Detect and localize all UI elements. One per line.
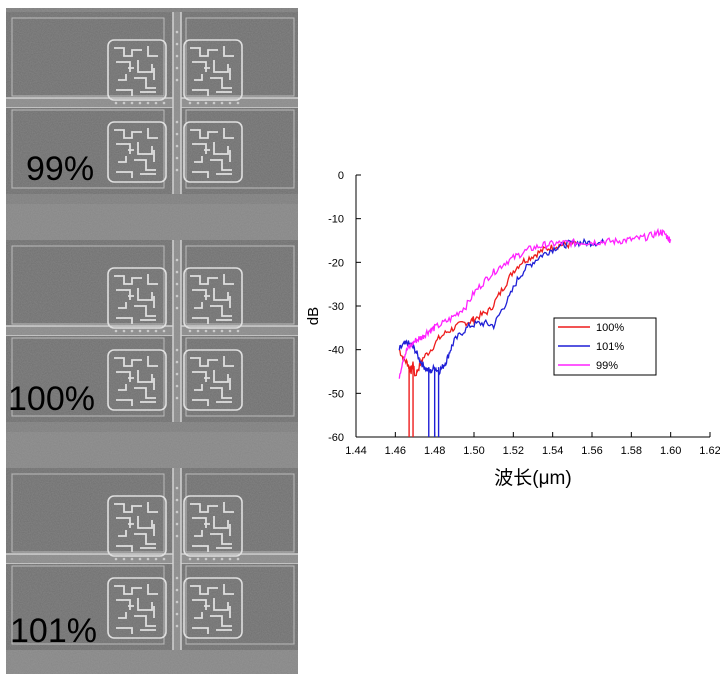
y-tick-group: 0 -10 -20 -30 -40 -50 -60 (328, 170, 361, 444)
x-tick-label: 1.48 (424, 445, 445, 457)
x-tick-group: 1.44 1.46 1.48 1.50 1.52 1.54 1.56 1.58 1.60 1.62 (345, 432, 720, 457)
x-tick-label: 1.44 (345, 445, 366, 457)
y-tick-label: -30 (328, 301, 344, 313)
series-line-99% (398, 227, 672, 379)
x-tick-label: 1.60 (660, 445, 681, 457)
section-label-100: 100% (8, 380, 95, 418)
x-axis-label: 波长(μm) (494, 467, 571, 489)
transmission-chart: 1.44 1.46 1.48 1.50 1.52 1.54 1.56 1.58 1.60 1.62… (305, 170, 720, 489)
x-tick-label: 1.56 (581, 445, 602, 457)
legend-label-100: 100% (596, 322, 624, 334)
x-tick-label: 1.54 (542, 445, 563, 457)
plot-axes: 1.44 1.46 1.48 1.50 1.52 1.54 1.56 1.58 1.60 1.62… (328, 170, 720, 457)
series-line-101% (398, 237, 605, 376)
x-tick-label: 1.62 (699, 445, 720, 457)
section-label-101: 101% (10, 612, 97, 650)
section-label-99: 99% (26, 150, 94, 188)
y-axis-label: dB (305, 307, 322, 325)
x-tick-label: 1.46 (385, 445, 406, 457)
x-tick-label: 1.58 (621, 445, 642, 457)
y-tick-label: -20 (328, 257, 344, 269)
y-tick-label: -50 (328, 388, 344, 400)
y-tick-label: -60 (328, 432, 344, 444)
series-group (398, 227, 672, 437)
sem-micrograph: 99% 100% 101% (6, 8, 298, 674)
y-tick-label: -10 (328, 214, 344, 226)
y-tick-label: 0 (338, 170, 344, 182)
y-tick-label: -40 (328, 345, 344, 357)
legend-label-99: 99% (596, 360, 618, 372)
series-line-100% (398, 239, 577, 377)
legend-label-101: 101% (596, 341, 624, 353)
x-tick-label: 1.50 (463, 445, 484, 457)
legend: 100% 101% 99% (553, 317, 657, 376)
x-tick-label: 1.52 (503, 445, 524, 457)
